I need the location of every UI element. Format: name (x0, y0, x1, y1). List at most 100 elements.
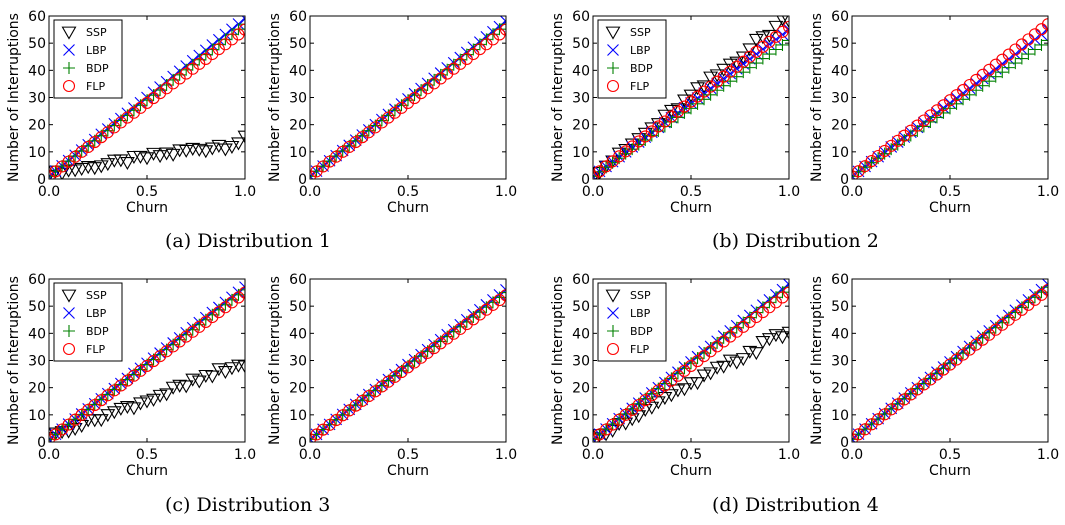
x-tick-label: 0.5 (136, 184, 158, 200)
point-bdp (212, 303, 225, 316)
point-bdp (626, 143, 639, 156)
point-ssp (677, 94, 692, 108)
point-ssp (696, 369, 712, 383)
point-bdp (1015, 52, 1028, 65)
point-bdp (1002, 61, 1015, 74)
y-tick-label: 50 (831, 299, 849, 315)
legend-label-flp: FLP (86, 343, 105, 356)
legend: SSP LBP BDP FLP (53, 19, 123, 99)
point-bdp (500, 286, 506, 299)
y-tick-label: 50 (28, 299, 46, 315)
point-flp (415, 351, 428, 364)
point-bdp (685, 357, 697, 370)
point-ssp (119, 401, 135, 415)
x-axis-label: Churn (126, 463, 168, 479)
y-tick-label: 10 (572, 408, 590, 424)
point-bdp (473, 38, 486, 51)
point-bdp (904, 129, 917, 142)
point-ssp (100, 158, 116, 172)
y-tick-label: 60 (831, 272, 849, 288)
point-ssp (657, 109, 673, 123)
point-lbp (698, 87, 710, 100)
x-tick-label: 0.0 (582, 447, 604, 463)
y-tick-label: 0 (840, 435, 849, 451)
x-tick-label: 0.5 (680, 184, 702, 200)
caption-d: (d) Distribution 4 (712, 494, 879, 516)
point-bdp (1009, 306, 1022, 319)
y-tick-label: 50 (572, 36, 590, 52)
point-bdp (356, 394, 369, 407)
legend-label-flp: FLP (630, 343, 649, 356)
y-tick-label: 30 (28, 91, 46, 107)
point-ssp (139, 395, 155, 409)
point-lbp (1042, 279, 1048, 291)
x-tick-label: 1.0 (234, 447, 256, 463)
point-bdp (783, 281, 789, 294)
x-tick-label: 0.0 (299, 184, 321, 200)
point-ssp (690, 82, 705, 96)
point-ssp (775, 331, 789, 345)
point-lbp (1042, 23, 1048, 36)
point-bdp (225, 293, 238, 306)
legend-label-lbp: LBP (86, 44, 107, 57)
point-bdp (395, 99, 408, 112)
point-flp (238, 23, 245, 36)
point-bdp (671, 367, 684, 380)
legend-marker-ssp (61, 26, 77, 40)
point-bdp (460, 315, 473, 328)
legend-label-lbp: LBP (86, 307, 107, 320)
x-tick-label: 0.0 (38, 184, 60, 200)
point-bdp (480, 301, 493, 314)
point-bdp (330, 149, 343, 162)
point-bdp (1042, 281, 1048, 294)
point-lbp (239, 281, 245, 294)
legend-label-ssp: SSP (630, 289, 651, 302)
legend-label-ssp: SSP (86, 26, 107, 39)
point-flp (1041, 283, 1048, 296)
point-bdp (944, 102, 956, 115)
point-ssp (217, 365, 233, 380)
point-flp (323, 418, 336, 431)
point-bdp (402, 94, 414, 107)
legend-marker-bdp (63, 325, 75, 337)
y-tick-label: 10 (289, 408, 307, 424)
point-flp (408, 356, 421, 369)
point-ssp (663, 389, 679, 403)
plot-area (310, 16, 506, 179)
point-bdp (763, 48, 776, 61)
point-ssp (191, 375, 207, 389)
x-tick-label: 1.0 (495, 184, 517, 200)
point-ssp (185, 373, 201, 387)
point-flp (499, 23, 506, 36)
point-ssp (165, 148, 181, 162)
caption-b: (b) Distribution 2 (712, 230, 879, 252)
legend-marker-bdp (607, 62, 619, 74)
point-ssp (172, 144, 188, 158)
point-ssp (729, 356, 745, 370)
plot-area (852, 18, 1048, 179)
point-ssp (761, 333, 777, 347)
point-ssp (204, 370, 220, 384)
point-bdp (239, 18, 245, 31)
point-bdp (704, 88, 717, 101)
point-bdp (1042, 34, 1048, 47)
y-tick-label: 0 (581, 172, 590, 188)
x-tick-label: 0.5 (397, 184, 419, 200)
y-tick-label: 60 (28, 272, 46, 288)
point-bdp (911, 382, 924, 395)
point-bdp (69, 149, 82, 162)
point-lbp (724, 67, 737, 80)
point-flp (782, 286, 789, 299)
y-tick-label: 30 (572, 91, 590, 107)
point-ssp (776, 16, 789, 27)
point-ssp (139, 152, 155, 166)
legend: SSP LBP BDP FLP (597, 19, 667, 99)
y-tick-label: 0 (840, 172, 849, 188)
point-ssp (100, 409, 116, 423)
point-ssp (204, 142, 220, 156)
point-flp (441, 332, 454, 345)
point-ssp (224, 362, 240, 376)
point-bdp (199, 313, 212, 326)
legend-label-bdp: BDP (630, 62, 653, 75)
x-tick-label: 0.0 (582, 184, 604, 200)
